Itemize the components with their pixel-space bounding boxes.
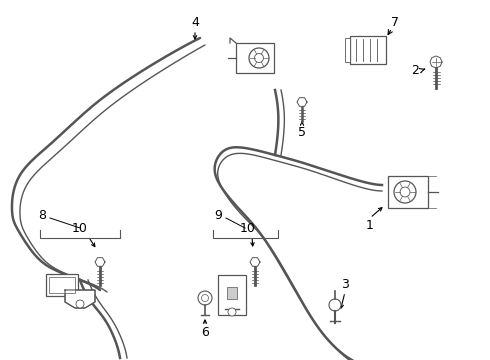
Text: 1: 1 xyxy=(366,219,374,231)
Circle shape xyxy=(254,54,264,63)
Circle shape xyxy=(329,299,341,311)
Text: 8: 8 xyxy=(38,208,46,221)
Bar xyxy=(236,43,274,73)
Circle shape xyxy=(400,187,410,197)
Text: 9: 9 xyxy=(214,208,222,221)
Text: 4: 4 xyxy=(191,15,199,28)
Bar xyxy=(46,274,78,296)
Text: 10: 10 xyxy=(240,221,256,234)
Polygon shape xyxy=(250,258,260,266)
Text: 6: 6 xyxy=(201,327,209,339)
Text: 5: 5 xyxy=(298,126,306,139)
Bar xyxy=(227,287,237,299)
Bar xyxy=(345,38,350,62)
Circle shape xyxy=(228,308,236,316)
Text: 7: 7 xyxy=(391,15,399,28)
Circle shape xyxy=(201,294,209,302)
Polygon shape xyxy=(95,258,105,266)
Bar xyxy=(388,176,428,208)
Circle shape xyxy=(76,300,84,308)
Circle shape xyxy=(198,291,212,305)
Text: 10: 10 xyxy=(72,221,88,234)
Bar xyxy=(218,275,246,315)
Circle shape xyxy=(394,181,416,203)
Polygon shape xyxy=(65,290,95,308)
Polygon shape xyxy=(297,98,307,106)
Text: 2: 2 xyxy=(411,63,419,77)
Bar xyxy=(49,277,75,293)
Bar xyxy=(350,36,386,64)
Circle shape xyxy=(249,48,269,68)
Polygon shape xyxy=(430,56,442,68)
Text: 3: 3 xyxy=(341,279,349,292)
